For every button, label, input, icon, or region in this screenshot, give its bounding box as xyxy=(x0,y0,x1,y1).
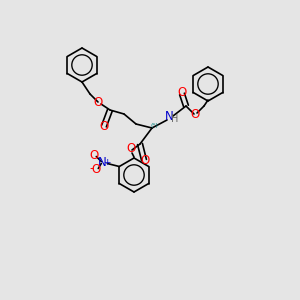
Text: (*): (*) xyxy=(150,124,158,128)
Text: O: O xyxy=(177,86,187,100)
Text: O: O xyxy=(190,107,200,121)
Text: N: N xyxy=(165,110,173,124)
Text: O: O xyxy=(92,163,101,176)
Text: -: - xyxy=(89,162,94,175)
Text: +: + xyxy=(103,158,111,167)
Text: N: N xyxy=(98,156,107,169)
Text: O: O xyxy=(126,142,136,155)
Text: O: O xyxy=(93,95,103,109)
Text: O: O xyxy=(90,149,99,162)
Text: H: H xyxy=(171,114,179,124)
Text: O: O xyxy=(140,154,150,167)
Text: O: O xyxy=(99,121,109,134)
